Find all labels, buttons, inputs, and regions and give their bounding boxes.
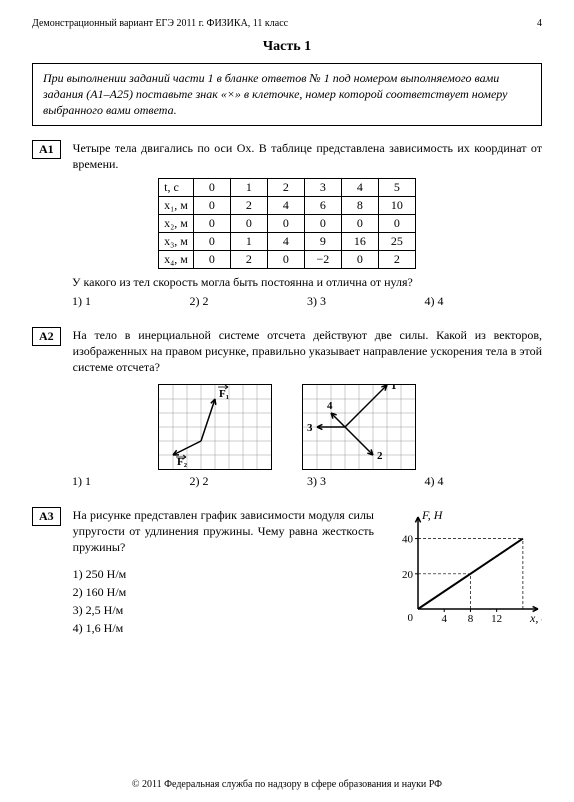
svg-text:4: 4 (441, 613, 447, 625)
svg-text:20: 20 (402, 568, 414, 580)
svg-text:0: 0 (408, 612, 414, 624)
question-a3: A3 На рисунке представлен график зависим… (32, 507, 542, 638)
a2-text: На тело в инерциальной системе отсчета д… (73, 327, 542, 376)
choice: 3) 3 (307, 474, 425, 489)
a2-figure-right: 1 2 3 4 (302, 384, 416, 470)
a2-choices: 1) 1 2) 2 3) 3 4) 4 (72, 474, 542, 489)
svg-text:F₁: F₁ (219, 388, 229, 400)
a3-text: На рисунке представлен график зависимост… (73, 507, 374, 556)
choice: 2) 160 Н/м (73, 583, 374, 601)
table-row: t, с 0 1 2 3 4 5 (159, 178, 416, 196)
question-a2: A2 На тело в инерциальной системе отсчет… (32, 327, 542, 489)
a1-table: t, с 0 1 2 3 4 5 x₁, м0246810 x₂, м00000… (158, 178, 416, 269)
page-header: Демонстрационный вариант ЕГЭ 2011 г. ФИЗ… (32, 18, 542, 29)
choice: 1) 1 (72, 474, 190, 489)
table-row: x₁, м0246810 (159, 196, 416, 214)
choice: 2) 2 (190, 474, 308, 489)
choice: 4) 4 (425, 294, 543, 309)
a3-choices: 1) 250 Н/м 2) 160 Н/м 3) 2,5 Н/м 4) 1,6 … (73, 565, 374, 637)
instructions-box: При выполнении заданий части 1 в бланке … (32, 63, 542, 126)
a1-choices: 1) 1 2) 2 3) 3 4) 4 (72, 294, 542, 309)
svg-text:4: 4 (327, 400, 333, 412)
header-left: Демонстрационный вариант ЕГЭ 2011 г. ФИЗ… (32, 18, 288, 29)
svg-text:1: 1 (391, 384, 397, 392)
page-number: 4 (537, 18, 542, 29)
a2-label: A2 (32, 327, 61, 346)
a2-figure-left: F₁ F₂ (158, 384, 272, 470)
choice: 3) 2,5 Н/м (73, 601, 374, 619)
table-row: x₃, м01491625 (159, 232, 416, 250)
instructions-text: При выполнении заданий части 1 в бланке … (43, 71, 507, 117)
svg-text:12: 12 (491, 613, 502, 625)
table-row: x₄, м020−202 (159, 250, 416, 268)
a1-label: A1 (32, 140, 61, 159)
svg-text:F, Н: F, Н (421, 508, 444, 522)
svg-text:3: 3 (307, 422, 313, 434)
part-title: Часть 1 (32, 39, 542, 55)
choice: 4) 1,6 Н/м (73, 619, 374, 637)
a1-text-before: Четыре тела двигались по оси Оx. В табли… (73, 140, 542, 172)
svg-text:F₂: F₂ (177, 456, 188, 468)
choice: 4) 4 (425, 474, 543, 489)
footer-text: © 2011 Федеральная служба по надзору в с… (0, 779, 574, 790)
svg-text:x, см: x, см (529, 611, 542, 625)
choice: 2) 2 (190, 294, 308, 309)
choice: 1) 250 Н/м (73, 565, 374, 583)
choice: 3) 3 (307, 294, 425, 309)
a1-text-after: У какого из тел скорость могла быть пост… (72, 275, 542, 290)
choice: 1) 1 (72, 294, 190, 309)
svg-text:40: 40 (402, 533, 414, 545)
table-row: x₂, м000000 (159, 214, 416, 232)
svg-text:8: 8 (468, 613, 474, 625)
a3-graph: 20 40 0 4 8 12 F, Н x, см (392, 507, 542, 627)
a3-label: A3 (32, 507, 61, 526)
svg-text:2: 2 (377, 450, 383, 462)
question-a1: A1 Четыре тела двигались по оси Оx. В та… (32, 140, 542, 309)
